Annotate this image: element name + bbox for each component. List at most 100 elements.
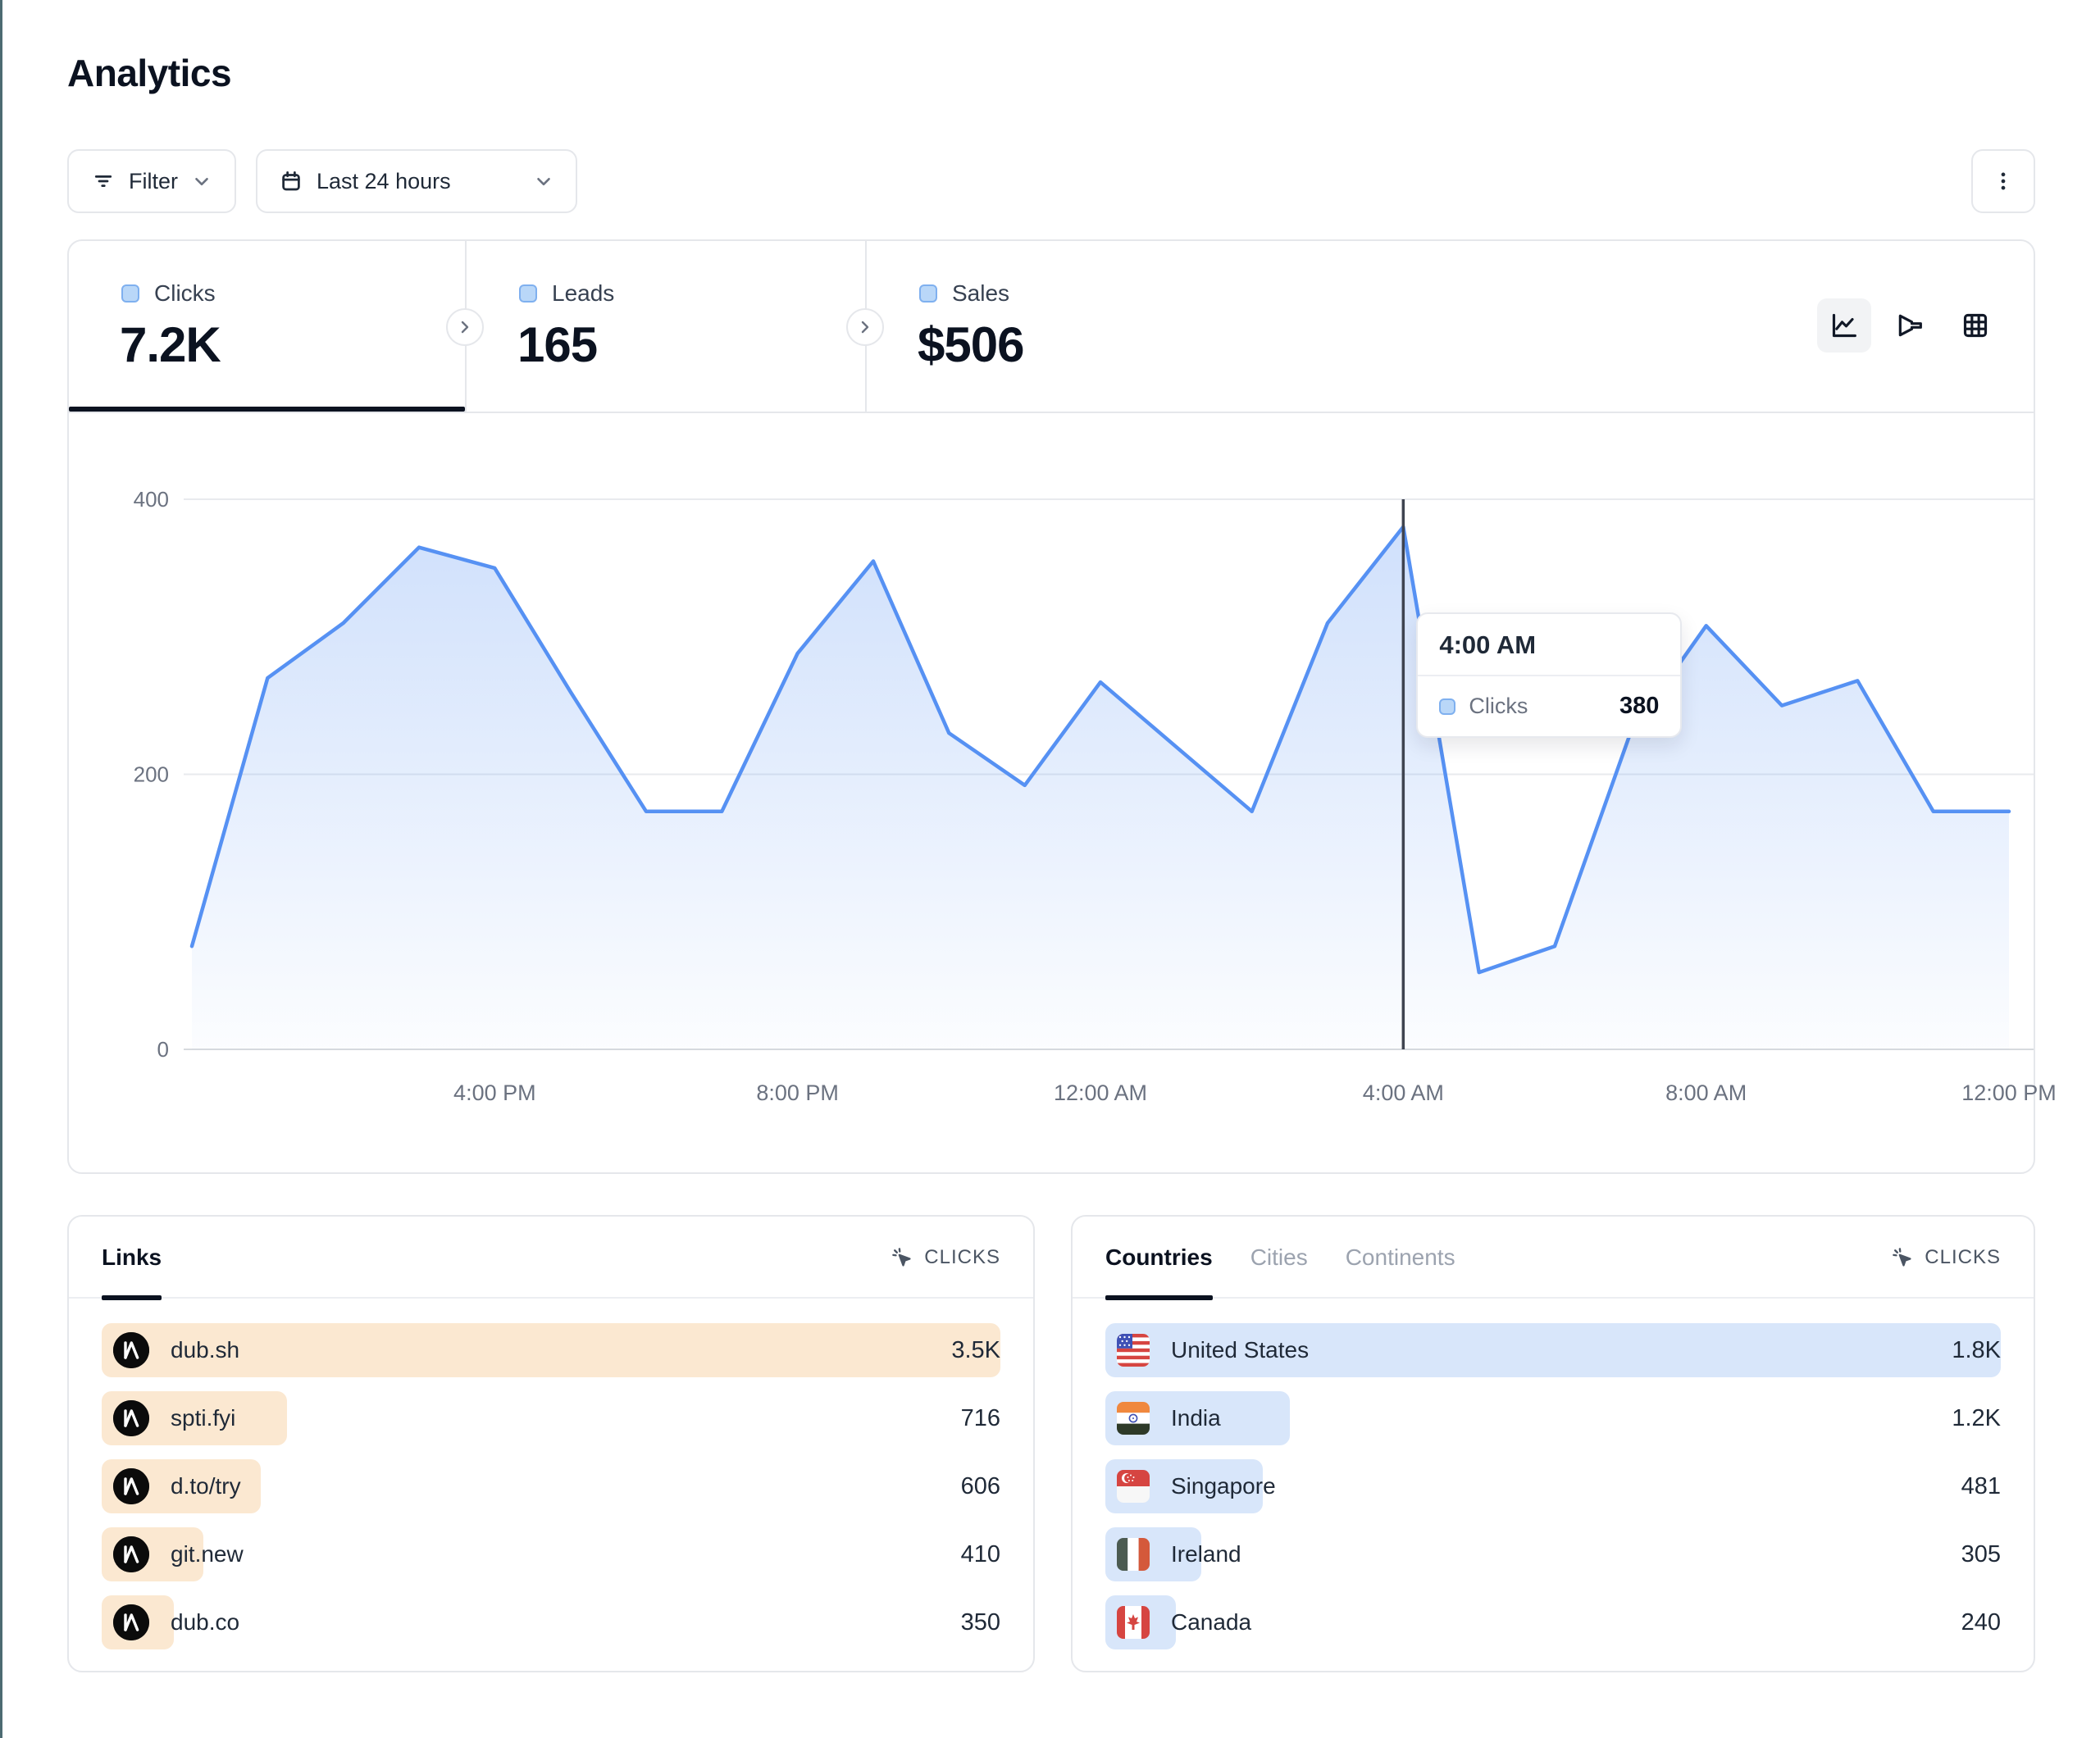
clicks-legend-chip	[121, 284, 139, 303]
links-panel: Links CLICKS dub.sh 3.5K spti.fyi 716 d.to/t…	[67, 1215, 1035, 1672]
date-range-label: Last 24 hours	[317, 168, 451, 193]
links-metric-header[interactable]: CLICKS	[890, 1217, 1000, 1299]
clicks-value: 7.2K	[120, 317, 221, 372]
row-label: spti.fyi	[171, 1405, 236, 1431]
row-value: 410	[960, 1540, 1000, 1567]
geo-metric-header[interactable]: CLICKS	[1890, 1217, 2001, 1299]
row-label: United States	[1171, 1337, 1310, 1363]
filter-button[interactable]: Filter	[67, 149, 236, 213]
bar-list-item[interactable]: d.to/try 606	[102, 1459, 1000, 1513]
row-label: dub.sh	[171, 1337, 240, 1363]
row-value: 3.5K	[951, 1336, 1000, 1363]
page-title: Analytics	[67, 52, 232, 94]
chevron-down-icon	[533, 171, 554, 192]
x-tick-label: 8:00 PM	[756, 1081, 839, 1105]
chevron-right-icon	[861, 321, 869, 334]
geo-rows: United States 1.8K India 1.2K Singapore 481 Ir…	[1105, 1323, 2001, 1663]
tab-cities[interactable]: Cities	[1250, 1244, 1308, 1270]
tab-clicks[interactable]: Clicks 7.2K	[69, 241, 465, 412]
table-view-button[interactable]	[1948, 298, 2002, 353]
row-label: Singapore	[1171, 1473, 1276, 1499]
bar-list-item[interactable]: spti.fyi 716	[102, 1391, 1000, 1445]
dub-logo-icon	[113, 1468, 149, 1504]
geo-metric-header-label: CLICKS	[1925, 1246, 2001, 1268]
bar-list-item[interactable]: dub.sh 3.5K	[102, 1323, 1000, 1377]
x-tick-label: 12:00 PM	[1961, 1081, 2057, 1105]
dub-logo-icon	[113, 1604, 149, 1640]
chart-tooltip: 4:00 AM Clicks 380	[1416, 612, 1683, 738]
tooltip-time: 4:00 AM	[1418, 614, 1681, 676]
analytics-chart-card: Clicks 7.2K Leads 165 Sales $506	[67, 239, 2057, 1174]
chart-line	[189, 525, 2011, 975]
x-tick-label: 4:00 PM	[453, 1081, 536, 1105]
sales-legend-chip	[919, 284, 937, 303]
tab-countries[interactable]: Countries	[1105, 1217, 1213, 1300]
tab-links[interactable]: Links	[102, 1217, 162, 1300]
tooltip-legend-chip	[1439, 698, 1456, 715]
funnel-view-button[interactable]	[1883, 298, 1937, 353]
leads-legend-chip	[519, 284, 537, 303]
bar-list-item[interactable]: United States 1.8K	[1105, 1323, 2001, 1377]
dub-logo-icon	[113, 1332, 149, 1368]
row-value: 716	[960, 1404, 1000, 1431]
links-rows: dub.sh 3.5K spti.fyi 716 d.to/try 606 git.new 4…	[102, 1323, 1000, 1663]
ca-flag-icon	[1117, 1606, 1150, 1639]
row-value: 1.8K	[1952, 1336, 2001, 1363]
bar-fill	[1105, 1323, 2001, 1377]
row-value: 606	[960, 1472, 1000, 1499]
bar-list-item[interactable]: dub.co 350	[102, 1595, 1000, 1649]
clicks-label: Clicks	[154, 280, 216, 306]
clicks-time-series-chart[interactable]: 0 200 400 4:00 PM 8:00 PM 12:00 AM 4:00 AM 8:00…	[69, 413, 2057, 1172]
row-label: dub.co	[171, 1609, 240, 1635]
row-value: 240	[1961, 1608, 2001, 1636]
bar-fill	[102, 1323, 1000, 1377]
table-grid-icon	[1963, 313, 1988, 338]
row-label: d.to/try	[171, 1473, 241, 1499]
y-tick-label: 200	[134, 762, 169, 787]
next-metric-chevron-button[interactable]	[846, 308, 884, 346]
calendar-icon	[279, 169, 303, 193]
geo-panel: Countries Cities Continents CLICKS United …	[1071, 1215, 2035, 1672]
dub-logo-icon	[113, 1468, 149, 1504]
bar-list-item[interactable]: git.new 410	[102, 1527, 1000, 1581]
cursor-click-icon	[892, 1248, 911, 1267]
dub-logo-icon	[113, 1536, 149, 1572]
bar-list-item[interactable]: Singapore 481	[1105, 1459, 2001, 1513]
bar-list-item[interactable]: Ireland 305	[1105, 1527, 2001, 1581]
in-flag-icon	[1117, 1402, 1150, 1435]
row-value: 305	[1961, 1540, 2001, 1567]
dub-logo-icon	[113, 1604, 149, 1640]
tab-continents[interactable]: Continents	[1345, 1244, 1455, 1270]
chevron-down-icon	[191, 171, 212, 192]
row-value: 350	[960, 1608, 1000, 1636]
chevron-right-icon	[461, 321, 469, 334]
ie-flag-icon	[1117, 1538, 1150, 1571]
line-chart-view-button[interactable]	[1817, 298, 1871, 353]
dub-logo-icon	[113, 1536, 149, 1572]
tooltip-series-label: Clicks	[1469, 694, 1528, 718]
y-tick-label: 400	[134, 487, 169, 512]
leads-value: 165	[517, 317, 598, 372]
tab-leads[interactable]: Leads 165	[467, 241, 865, 412]
next-metric-chevron-button[interactable]	[446, 308, 484, 346]
us-flag-icon	[1117, 1334, 1150, 1367]
x-tick-label: 8:00 AM	[1665, 1081, 1747, 1105]
date-range-button[interactable]: Last 24 hours	[256, 149, 577, 213]
row-label: Canada	[1171, 1609, 1252, 1635]
geo-panel-header: Countries Cities Continents CLICKS	[1073, 1217, 2034, 1300]
sg-flag-icon	[1117, 1470, 1150, 1503]
bar-list-item[interactable]: Canada 240	[1105, 1595, 2001, 1649]
chart-view-switcher	[1817, 298, 2002, 353]
x-tick-label: 12:00 AM	[1054, 1081, 1147, 1105]
row-label: Ireland	[1171, 1541, 1241, 1567]
active-tab-underline	[69, 407, 465, 412]
more-options-button[interactable]	[1971, 149, 2035, 213]
filter-button-label: Filter	[129, 168, 178, 193]
tooltip-value: 380	[1619, 693, 1660, 719]
x-tick-label: 4:00 AM	[1363, 1081, 1444, 1105]
y-tick-label: 0	[157, 1037, 169, 1062]
bar-list-item[interactable]: India 1.2K	[1105, 1391, 2001, 1445]
tab-sales[interactable]: Sales $506	[867, 241, 1277, 412]
row-value: 1.2K	[1952, 1404, 2001, 1431]
kebab-menu-icon	[1991, 169, 2016, 193]
